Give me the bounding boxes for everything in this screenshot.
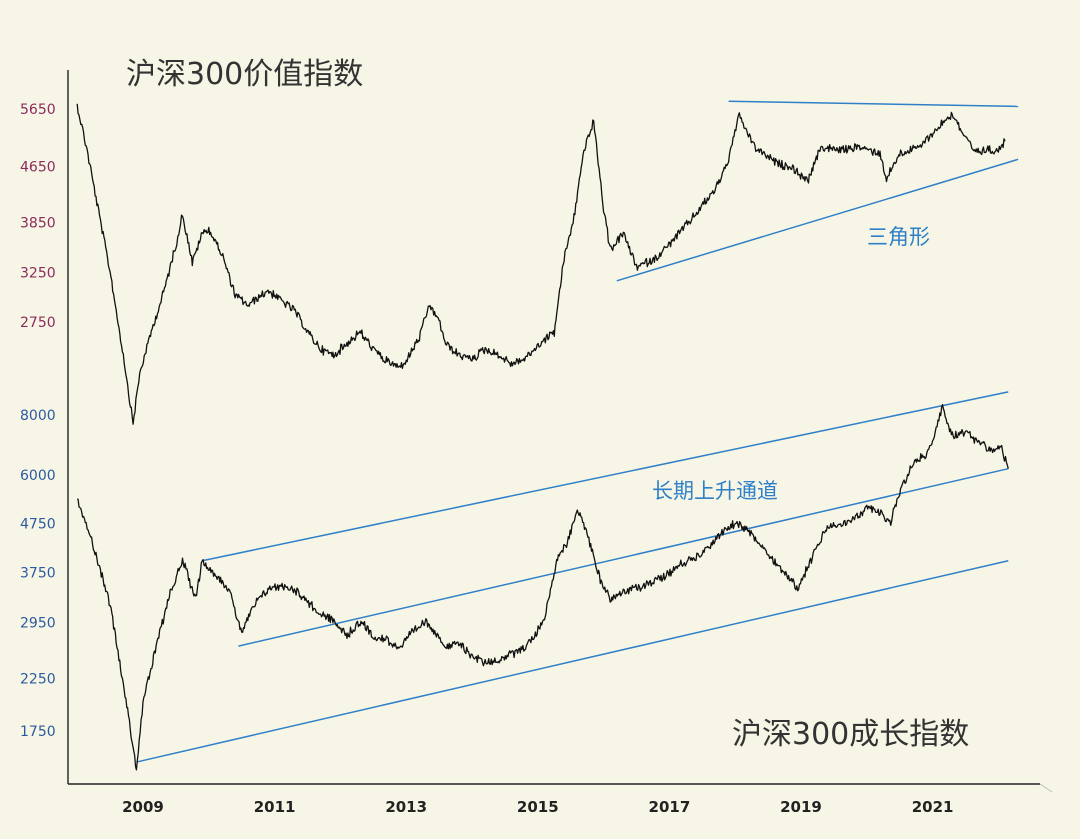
axis-corner-tick xyxy=(1039,783,1053,793)
growth-y-tick-label: 2950 xyxy=(20,615,56,631)
x-tick-label: 2017 xyxy=(649,798,691,816)
value-annotation-line xyxy=(616,158,1019,282)
growth-y-tick-label: 1750 xyxy=(20,724,56,740)
value-y-tick-label: 4650 xyxy=(20,160,56,176)
x-tick-label: 2013 xyxy=(385,798,427,816)
channel-annotation: 长期上升通道 xyxy=(652,479,778,503)
triangle-annotation: 三角形 xyxy=(867,225,930,249)
value-y-tick-label: 3250 xyxy=(20,266,56,282)
value-y-ticks: 5650 4650 3850 3250 2750 xyxy=(20,102,56,331)
growth-annotation-line xyxy=(136,560,1009,763)
growth-y-tick-label: 3750 xyxy=(20,566,56,582)
x-tick-label: 2019 xyxy=(780,798,822,816)
growth-index-series xyxy=(76,403,1009,771)
x-tick-label: 2021 xyxy=(912,798,954,816)
growth-index-line xyxy=(76,403,1009,771)
growth-y-tick-label: 8000 xyxy=(20,408,56,424)
growth-y-tick-label: 4750 xyxy=(20,516,56,532)
growth-annotation-line xyxy=(238,467,1009,647)
x-tick-label: 2009 xyxy=(122,798,164,816)
value-trend-lines xyxy=(616,100,1019,282)
growth-channel-lines xyxy=(136,391,1009,763)
value-index-title: 沪深300价值指数 xyxy=(126,57,363,92)
value-y-tick-label: 5650 xyxy=(20,102,56,118)
growth-y-ticks: 8000 6000 4750 3750 2950 2250 1750 xyxy=(20,408,56,740)
value-index-line xyxy=(76,103,1006,425)
value-annotation-line xyxy=(728,100,1019,108)
growth-y-tick-label: 6000 xyxy=(20,468,56,484)
growth-y-tick-label: 2250 xyxy=(20,672,56,688)
x-tick-label: 2011 xyxy=(254,798,296,816)
growth-index-title: 沪深300成长指数 xyxy=(732,717,969,752)
value-y-tick-label: 2750 xyxy=(20,315,56,331)
value-y-tick-label: 3850 xyxy=(20,215,56,231)
x-ticks: 2009 2011 2013 2015 2017 2019 2021 xyxy=(122,798,953,816)
value-index-series xyxy=(76,103,1006,425)
growth-annotation-line xyxy=(202,391,1009,562)
x-tick-label: 2015 xyxy=(517,798,559,816)
